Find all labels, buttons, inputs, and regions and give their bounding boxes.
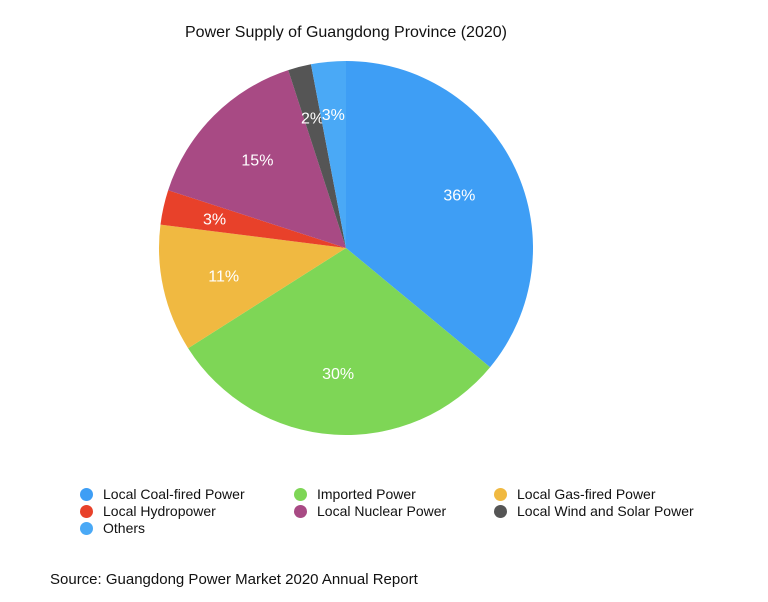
- legend-item: Local Wind and Solar Power: [494, 503, 694, 519]
- legend-label: Others: [103, 520, 146, 536]
- slice-data-label: 15%: [241, 152, 273, 169]
- slice-data-label: 30%: [322, 366, 354, 383]
- legend-item: Local Gas-fired Power: [494, 486, 656, 502]
- legend-label: Local Gas-fired Power: [517, 486, 656, 502]
- legend-swatch: [494, 504, 507, 518]
- legend-swatch: [80, 487, 93, 501]
- slice-data-label: 36%: [443, 188, 475, 205]
- legend-label: Local Nuclear Power: [317, 503, 447, 519]
- pie-slice-0: [346, 61, 534, 368]
- slice-data-label: 11%: [208, 268, 239, 285]
- legend-item: Local Coal-fired Power: [80, 486, 245, 502]
- legend-item: Local Hydropower: [80, 503, 216, 519]
- legend-swatch: [294, 487, 307, 501]
- legend-swatch: [294, 504, 307, 518]
- pie-slice-5: [288, 64, 346, 248]
- source-note: Source: Guangdong Power Market 2020 Annu…: [50, 571, 418, 588]
- chart-title: Power Supply of Guangdong Province (2020…: [185, 24, 507, 41]
- legend-swatch: [80, 504, 93, 518]
- legend-swatch: [494, 487, 507, 501]
- pie-slice-3: [160, 190, 346, 248]
- legend-label: Local Coal-fired Power: [103, 486, 245, 502]
- legend-item: Imported Power: [294, 486, 416, 502]
- pie-slice-2: [159, 224, 346, 349]
- legend-label: Local Wind and Solar Power: [517, 503, 694, 519]
- slice-data-label: 3%: [322, 107, 345, 124]
- legend-item: Local Nuclear Power: [294, 503, 446, 519]
- legend-item: Others: [80, 520, 145, 536]
- pie-chart: 36%30%11%3%15%2%3%: [159, 61, 534, 436]
- legend-swatch: [80, 521, 93, 535]
- slice-data-label: 3%: [203, 212, 226, 229]
- pie-slice-4: [168, 70, 346, 248]
- legend-label: Local Hydropower: [103, 503, 216, 519]
- pie-slice-6: [310, 61, 346, 248]
- slice-data-label: 2%: [301, 111, 324, 128]
- pie-slice-1: [188, 248, 491, 436]
- legend-label: Imported Power: [317, 486, 416, 502]
